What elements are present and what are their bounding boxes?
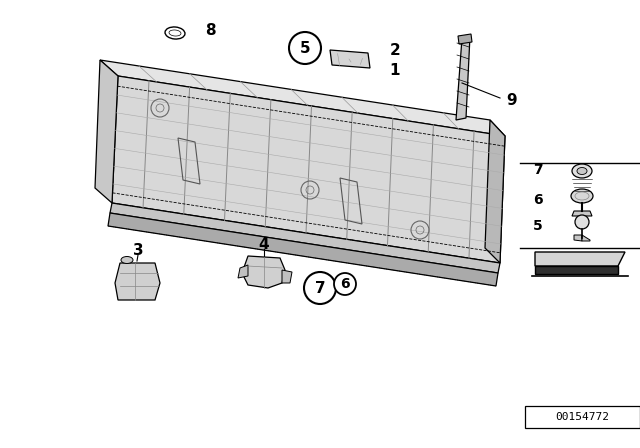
Polygon shape [535,252,625,266]
Ellipse shape [571,189,593,203]
Text: 9: 9 [507,92,517,108]
Text: 1: 1 [390,63,400,78]
Text: 2: 2 [390,43,401,57]
Polygon shape [112,76,505,263]
Circle shape [304,272,336,304]
Polygon shape [458,34,472,44]
Polygon shape [282,270,292,283]
Circle shape [334,273,356,295]
Text: 5: 5 [300,40,310,56]
Ellipse shape [165,27,185,39]
Polygon shape [242,256,285,288]
Polygon shape [110,203,500,273]
Text: 7: 7 [533,163,543,177]
Text: 6: 6 [533,193,543,207]
Polygon shape [100,60,505,136]
Circle shape [289,32,321,64]
Polygon shape [108,213,498,286]
Polygon shape [485,120,505,263]
Text: 6: 6 [340,277,350,291]
Ellipse shape [121,257,133,263]
Polygon shape [456,36,470,120]
Polygon shape [535,266,618,274]
Polygon shape [238,265,248,278]
Text: 7: 7 [315,280,325,296]
Polygon shape [115,263,160,300]
Text: 00154772: 00154772 [555,412,609,422]
Circle shape [575,215,589,229]
Text: 8: 8 [205,22,215,38]
Polygon shape [572,211,592,216]
Polygon shape [574,235,582,241]
Text: 4: 4 [259,237,269,251]
Polygon shape [95,60,118,203]
Ellipse shape [572,164,592,178]
Polygon shape [582,235,590,241]
Ellipse shape [577,168,587,175]
Text: 5: 5 [533,219,543,233]
Polygon shape [330,50,370,68]
Text: 3: 3 [132,242,143,258]
